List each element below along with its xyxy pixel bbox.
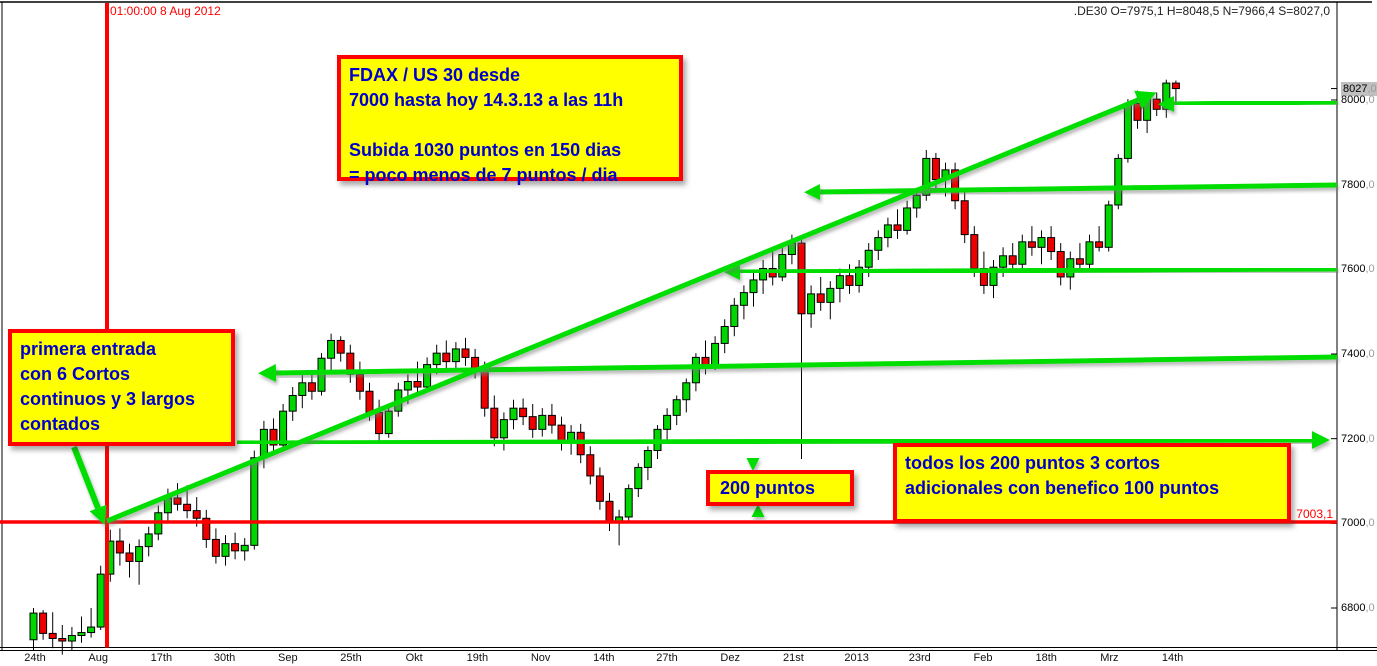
x-axis-tick-label: 24th (24, 652, 46, 664)
entry-box-arrow-head (89, 504, 107, 525)
entry-box-line: continuos y 3 largos (20, 389, 196, 409)
x-axis-tick-label: Sep (278, 652, 298, 664)
chart-frame (0, 1, 1377, 651)
info-annotation-box: FDAX / US 30 desde 7000 hasta hoy 14.3.1… (337, 55, 683, 185)
x-axis-tick-label: 19th (466, 652, 489, 664)
info-box-line: 7000 hasta hoy 14.3.13 a las 11h (349, 90, 624, 110)
symbol-ohlc-readout: .DE30 O=7975,1 H=8048,5 N=7966,4 S=8027,… (1073, 4, 1330, 18)
red-level-price-label: 7003,1 (1296, 507, 1333, 521)
y-axis-tick-label: 7800,0 (1341, 178, 1375, 191)
y-axis-tick-label: 7200,0 (1341, 432, 1375, 445)
level-7200-arrow-right-head (1311, 431, 1330, 449)
level-8000-arrow-left-head (1158, 96, 1175, 112)
x-axis-tick-label: 17th (150, 652, 173, 664)
y-axis-tick-label: 7000,0 (1341, 517, 1375, 530)
measure-arrow-up-head (751, 504, 765, 517)
current-price-label: 8027,0 (1341, 81, 1377, 96)
x-axis-tick-label: Aug (88, 652, 108, 664)
y-axis-tick-label: 8000,0 (1341, 94, 1375, 106)
level-7800-arrow-left-head (804, 184, 821, 200)
strategy-annotation-box: todos los 200 puntos 3 cortos adicionale… (893, 443, 1291, 523)
level-7200-arrow-right (236, 437, 1313, 446)
entry-box-line: contados (20, 414, 101, 434)
strategy-box-line: adicionales con benefico 100 puntos (905, 478, 1220, 498)
points-measure-label: 200 puntos (720, 478, 816, 498)
x-axis-tick-label: Mrz (1100, 652, 1119, 664)
trend-lines (71, 90, 1338, 529)
points-measure-box: 200 puntos (706, 470, 854, 506)
x-axis-tick-label: 18th (1035, 652, 1057, 664)
entry-annotation-box: primera entrada con 6 Cortos continuos y… (8, 329, 235, 446)
candlestick-series (29, 79, 1180, 655)
level-8000-arrow-left (1173, 99, 1338, 107)
level-7400-arrow-left-head (258, 364, 277, 382)
y-axis-tick-label: 7600,0 (1341, 263, 1375, 276)
entry-box-line: con 6 Cortos (20, 364, 131, 384)
y-axis-tick-label: 7400,0 (1341, 348, 1375, 360)
x-axis-tick-label: 25th (340, 652, 362, 664)
x-axis-tick-label: Nov (530, 652, 551, 664)
info-box-line: FDAX / US 30 desde (349, 65, 521, 85)
x-axis-tick-label: 2013 (844, 652, 869, 664)
x-axis-tick-label: 21st (782, 652, 804, 664)
strategy-box-line: todos los 200 puntos 3 cortos (905, 453, 1161, 473)
info-box-line: Subida 1030 puntos en 150 dias (349, 140, 622, 160)
level-7600-arrow-left-head (724, 264, 741, 280)
level-7600-arrow-left (739, 266, 1338, 275)
info-box-line: = poco menos de 7 puntos / dia (349, 165, 618, 185)
x-axis-tick-label: 23rd (908, 652, 931, 664)
entry-box-arrow (71, 445, 101, 510)
x-axis-tick-label: 14th (1161, 652, 1184, 664)
entry-box-line: primera entrada (20, 339, 157, 359)
x-axis-tick-label: 27th (656, 652, 678, 664)
y-axis-tick-label: 6800,0 (1341, 602, 1375, 614)
main-trendline (106, 97, 1139, 524)
x-axis-tick-label: Okt (405, 652, 423, 664)
x-axis-tick-label: Feb (973, 652, 993, 664)
x-axis-tick-label: 14th (593, 652, 615, 664)
measure-arrow-down-head (746, 458, 760, 471)
info-box-line (349, 113, 671, 138)
x-axis-tick-label: Dez (720, 652, 740, 664)
level-7400-arrow-left (275, 354, 1338, 376)
main-trendline-head (1134, 90, 1157, 110)
level-7800-arrow-left (819, 182, 1338, 195)
x-axis-tick-label: 30th (213, 652, 236, 664)
chart-timestamp: 01:00:00 8 Aug 2012 (110, 4, 221, 18)
